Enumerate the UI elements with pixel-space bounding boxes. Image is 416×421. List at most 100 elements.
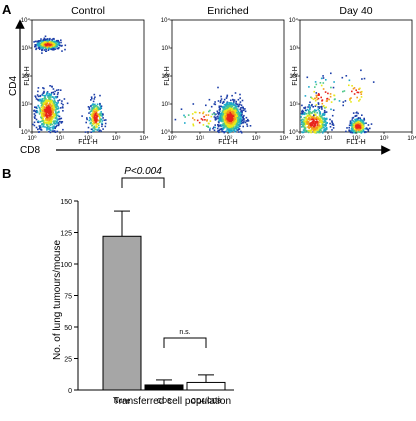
flow-event-dot: [243, 114, 245, 117]
flow-event-dot: [47, 123, 50, 125]
flow-event-dot: [50, 103, 52, 106]
flow-event-dot: [223, 126, 225, 129]
flow-event-dot: [45, 94, 47, 97]
flow-event-dot: [323, 127, 325, 129]
flow-event-dot: [237, 129, 239, 131]
flow-event-dot: [237, 108, 239, 110]
flow-event-dot: [47, 49, 50, 51]
flow-event-dot: [41, 46, 44, 48]
flow-event-dot: [322, 82, 325, 84]
panel-b: B No. of lung tumours/mouse Transferred …: [2, 166, 234, 407]
flow-event-dot: [359, 119, 362, 121]
flow-event-dot: [224, 116, 226, 119]
flow-event-dot: [221, 106, 224, 108]
flow-event-dot: [99, 129, 101, 131]
flow-event-dot: [56, 118, 58, 120]
flow-event-dot: [46, 118, 48, 120]
flow-event-dot: [226, 110, 229, 112]
flow-event-dot: [44, 109, 46, 111]
flow-event-dot: [307, 112, 309, 115]
flow-event-dot: [226, 94, 229, 97]
flow-event-dot: [40, 105, 43, 107]
y-tick-label: 10²: [289, 74, 298, 80]
flow-event-dot: [350, 128, 353, 130]
flow-event-dot: [56, 89, 58, 92]
flow-event-dot: [351, 117, 354, 119]
flow-event-dot: [316, 125, 319, 127]
flow-event-dot: [48, 100, 50, 102]
flow-event-dot: [313, 114, 315, 117]
flow-event-dot: [38, 48, 41, 50]
flow-event-dot: [317, 94, 320, 96]
flow-event-dot: [207, 122, 210, 125]
flow-event-dot: [47, 111, 49, 114]
flow-event-dot: [307, 129, 310, 132]
flow-event-dot: [362, 125, 365, 127]
flow-event-dot: [234, 130, 236, 133]
flow-event-dot: [98, 108, 100, 110]
flow-event-dot: [350, 101, 352, 103]
flow-event-dot: [62, 103, 64, 106]
flow-event-dot: [321, 102, 324, 105]
flow-event-dot: [218, 106, 221, 109]
flow-event-dot: [219, 114, 221, 117]
flow-event-dot: [303, 120, 306, 123]
flow-event-dot: [239, 108, 241, 111]
flow-event-dot: [42, 125, 45, 127]
flow-event-dot: [47, 122, 50, 124]
flow-event-dot: [229, 122, 232, 125]
flow-event-dot: [313, 90, 315, 93]
flow-event-dot: [213, 113, 216, 115]
flow-event-dot: [324, 111, 326, 114]
flow-event-dot: [37, 41, 40, 43]
flow-event-dot: [367, 124, 370, 126]
flow-event-dot: [61, 100, 63, 102]
flow-event-dot: [93, 116, 95, 119]
flow-event-dot: [329, 95, 332, 98]
flow-event-dot: [226, 116, 228, 119]
flow-event-dot: [317, 108, 320, 110]
flow-event-dot: [39, 107, 41, 110]
flow-event-dot: [240, 119, 242, 122]
flow-event-dot: [312, 129, 315, 132]
flow-event-dot: [242, 117, 244, 119]
significance-label: P<0.004: [124, 166, 162, 177]
y-tick-label: 0: [68, 388, 72, 395]
flow-event-dot: [54, 90, 56, 93]
x-tick-label: 10²: [84, 136, 93, 142]
flow-event-dot: [352, 119, 354, 122]
flow-event-dot: [58, 44, 61, 47]
flow-event-dot: [44, 35, 47, 38]
flow-event-dot: [357, 121, 359, 123]
flow-event-dot: [97, 119, 100, 122]
flow-event-dot: [57, 122, 60, 124]
flow-event-dot: [213, 126, 215, 129]
flow-event-dot: [44, 41, 47, 43]
flow-event-dot: [51, 86, 53, 88]
flow-event-dot: [349, 122, 352, 124]
flow-event-dot: [51, 44, 53, 47]
flow-event-dot: [222, 124, 224, 127]
flow-event-dot: [348, 129, 350, 132]
flow-event-dot: [55, 44, 58, 46]
flow-event-dot: [42, 117, 44, 120]
flow-event-dot: [43, 37, 46, 40]
flow-event-dot: [311, 128, 313, 130]
flow-event-dot: [310, 116, 313, 119]
flow-event-dot: [45, 47, 47, 49]
flow-event-dot: [317, 106, 319, 108]
flow-event-dot: [96, 117, 98, 119]
flow-event-dot: [314, 99, 317, 102]
flow-event-dot: [57, 105, 59, 108]
flow-event-dot: [236, 122, 238, 124]
flow-event-dot: [37, 128, 39, 131]
flow-event-dot: [191, 113, 194, 115]
flow-event-dot: [86, 117, 88, 119]
flow-event-dot: [310, 96, 312, 99]
flow-event-dot: [331, 123, 334, 126]
flow-event-dot: [235, 111, 238, 114]
flow-event-dot: [33, 124, 36, 127]
flow-event-dot: [60, 102, 63, 105]
flow-event-dot: [43, 91, 45, 94]
flow-event-dot: [53, 97, 55, 100]
